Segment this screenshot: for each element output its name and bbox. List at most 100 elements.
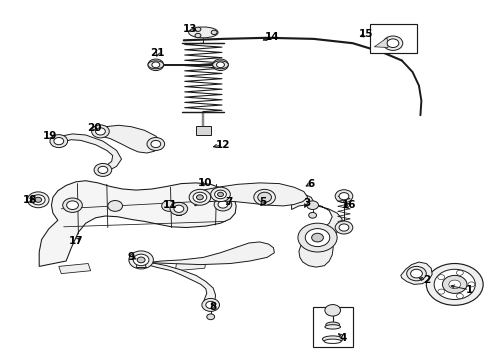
Circle shape bbox=[133, 254, 149, 266]
Circle shape bbox=[206, 301, 216, 309]
Polygon shape bbox=[39, 181, 236, 266]
Circle shape bbox=[214, 198, 232, 211]
Text: 15: 15 bbox=[359, 29, 374, 39]
Circle shape bbox=[202, 298, 220, 311]
Circle shape bbox=[174, 205, 184, 212]
Text: 6: 6 bbox=[307, 179, 314, 189]
Circle shape bbox=[312, 233, 323, 242]
Polygon shape bbox=[147, 263, 216, 308]
Text: 20: 20 bbox=[87, 123, 101, 133]
Circle shape bbox=[258, 192, 271, 202]
Circle shape bbox=[152, 62, 160, 68]
Circle shape bbox=[457, 270, 464, 275]
Circle shape bbox=[211, 30, 217, 35]
Circle shape bbox=[31, 195, 45, 205]
Circle shape bbox=[67, 201, 78, 210]
Circle shape bbox=[218, 201, 228, 208]
Circle shape bbox=[407, 266, 426, 281]
Polygon shape bbox=[401, 262, 432, 284]
Circle shape bbox=[162, 201, 176, 211]
Circle shape bbox=[449, 280, 461, 289]
Circle shape bbox=[335, 190, 353, 203]
Bar bbox=[370, 24, 416, 53]
Ellipse shape bbox=[148, 61, 164, 69]
Circle shape bbox=[438, 289, 444, 294]
Text: 9: 9 bbox=[128, 252, 135, 262]
Ellipse shape bbox=[326, 322, 340, 328]
Circle shape bbox=[339, 224, 349, 231]
Circle shape bbox=[193, 192, 207, 202]
Circle shape bbox=[92, 125, 109, 138]
Circle shape bbox=[54, 138, 64, 145]
Polygon shape bbox=[54, 134, 122, 172]
Circle shape bbox=[305, 229, 330, 247]
Circle shape bbox=[98, 166, 108, 174]
Circle shape bbox=[137, 257, 145, 263]
Circle shape bbox=[211, 187, 230, 202]
Polygon shape bbox=[194, 183, 308, 206]
Circle shape bbox=[63, 198, 82, 212]
Ellipse shape bbox=[322, 336, 343, 342]
Circle shape bbox=[129, 251, 153, 269]
Circle shape bbox=[27, 192, 49, 208]
Ellipse shape bbox=[213, 61, 228, 69]
Polygon shape bbox=[175, 261, 206, 271]
Circle shape bbox=[151, 140, 161, 148]
Circle shape bbox=[457, 293, 464, 298]
Text: 17: 17 bbox=[69, 236, 83, 246]
Bar bbox=[313, 307, 353, 347]
Ellipse shape bbox=[324, 339, 342, 343]
Circle shape bbox=[387, 39, 399, 48]
Circle shape bbox=[438, 275, 444, 280]
Polygon shape bbox=[152, 242, 274, 265]
Circle shape bbox=[335, 221, 353, 234]
Circle shape bbox=[195, 27, 201, 31]
Circle shape bbox=[215, 190, 226, 199]
Text: 19: 19 bbox=[43, 131, 57, 141]
Circle shape bbox=[50, 135, 68, 148]
Circle shape bbox=[207, 314, 215, 320]
Circle shape bbox=[442, 275, 467, 293]
Circle shape bbox=[94, 163, 112, 176]
Circle shape bbox=[325, 305, 341, 316]
Circle shape bbox=[147, 138, 165, 150]
Text: 1: 1 bbox=[466, 285, 473, 295]
Circle shape bbox=[468, 282, 475, 287]
Bar bbox=[196, 126, 211, 135]
Circle shape bbox=[298, 223, 337, 252]
Circle shape bbox=[96, 128, 105, 135]
Circle shape bbox=[217, 62, 224, 68]
Polygon shape bbox=[292, 195, 342, 267]
Text: 7: 7 bbox=[225, 197, 233, 207]
Text: 14: 14 bbox=[265, 32, 280, 42]
Circle shape bbox=[213, 59, 228, 71]
Circle shape bbox=[307, 201, 318, 210]
Circle shape bbox=[434, 269, 475, 300]
Polygon shape bbox=[374, 38, 388, 48]
Text: 4: 4 bbox=[339, 333, 347, 343]
Circle shape bbox=[383, 36, 403, 50]
Ellipse shape bbox=[325, 325, 341, 329]
Circle shape bbox=[108, 201, 122, 211]
Circle shape bbox=[309, 212, 317, 218]
Polygon shape bbox=[97, 125, 162, 153]
Circle shape bbox=[218, 192, 223, 197]
Text: 16: 16 bbox=[342, 200, 356, 210]
Circle shape bbox=[411, 269, 422, 278]
Circle shape bbox=[170, 202, 188, 215]
Text: 18: 18 bbox=[23, 195, 38, 205]
Circle shape bbox=[195, 33, 201, 38]
Ellipse shape bbox=[189, 27, 218, 38]
Text: 2: 2 bbox=[423, 275, 430, 285]
Text: 21: 21 bbox=[150, 48, 165, 58]
Circle shape bbox=[254, 189, 275, 205]
Circle shape bbox=[196, 195, 203, 200]
Text: 5: 5 bbox=[260, 197, 267, 207]
Text: 8: 8 bbox=[210, 302, 217, 312]
Text: 12: 12 bbox=[216, 140, 230, 150]
Circle shape bbox=[339, 193, 349, 200]
Circle shape bbox=[35, 197, 42, 202]
Text: 13: 13 bbox=[183, 24, 197, 34]
Text: 3: 3 bbox=[303, 198, 310, 208]
Circle shape bbox=[148, 59, 164, 71]
